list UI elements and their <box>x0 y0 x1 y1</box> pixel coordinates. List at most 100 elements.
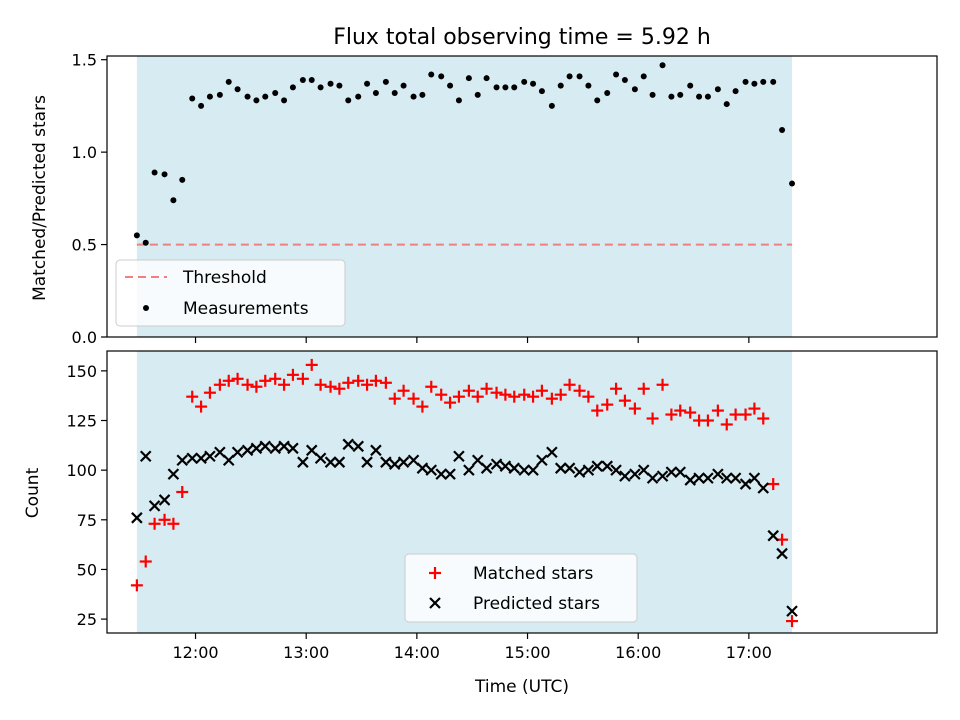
x-axis-label: Time (UTC) <box>474 677 569 697</box>
matched-star-point <box>545 392 558 405</box>
matched-star-point <box>222 374 235 387</box>
measurement-point <box>465 75 472 82</box>
matched-star-point <box>480 382 493 395</box>
measurement-point <box>345 97 352 104</box>
chart-title: Flux total observing time = 5.92 h <box>333 25 711 50</box>
legend-threshold-label: Threshold <box>182 268 267 288</box>
matched-star-point <box>333 382 346 395</box>
top-ytick-label: 1.5 <box>72 51 97 70</box>
predicted-star-point <box>702 472 714 484</box>
measurement-point <box>179 176 186 183</box>
legend-measurements-label: Measurements <box>183 299 309 319</box>
predicted-star-point <box>601 460 613 472</box>
matched-star-point <box>554 388 567 401</box>
predicted-star-point <box>453 450 465 463</box>
bottom-xtick-label: 16:00 <box>615 643 661 662</box>
measurement-point <box>696 93 703 100</box>
predicted-star-point <box>333 456 346 468</box>
measurement-point <box>585 82 592 89</box>
predicted-star-point <box>186 452 198 465</box>
matched-star-point <box>684 406 697 419</box>
predicted-star-point <box>444 468 456 480</box>
measurement-point <box>142 239 149 246</box>
predicted-star-point <box>546 446 558 459</box>
measurement-point <box>566 73 573 80</box>
measurement-point <box>170 197 177 204</box>
measurement-point <box>521 78 528 85</box>
top-ytick-label: 1.0 <box>72 143 97 162</box>
bottom-ytick-label: 75 <box>77 511 97 530</box>
matched-star-point <box>369 374 382 387</box>
measurement-point <box>742 78 749 85</box>
bottom-xtick-label: 17:00 <box>726 643 772 662</box>
predicted-star-point <box>471 454 484 467</box>
bottom-x-ticks: 12:00 13:00 14:00 15:00 16:00 17:00 <box>172 633 772 662</box>
matched-star-point <box>601 398 614 411</box>
top-plot-frame <box>106 55 938 338</box>
predicted-star-point <box>148 500 161 512</box>
matched-star-point <box>435 388 448 401</box>
measurement-point <box>364 80 371 87</box>
matched-star-point <box>286 368 299 381</box>
predicted-star-point <box>342 438 355 451</box>
matched-star-point <box>757 412 770 425</box>
measurement-point <box>631 86 638 93</box>
measurement-point <box>281 97 288 104</box>
predicted-star-point <box>463 464 475 476</box>
predicted-star-point <box>297 456 309 468</box>
top-y-axis-label: Matched/Predicted stars <box>30 95 50 301</box>
predicted-star-point <box>693 472 705 484</box>
measurement-point <box>687 82 694 89</box>
matched-star-point <box>665 408 678 421</box>
measurement-point <box>649 91 656 98</box>
predicted-star-point <box>563 462 576 474</box>
matched-star-point <box>148 517 161 530</box>
predicted-star-point <box>499 460 512 472</box>
measurement-point <box>530 80 537 87</box>
measurement-point <box>327 80 334 87</box>
top-x-ticks <box>194 337 750 343</box>
predicted-star-points <box>131 438 798 617</box>
predicted-star-point <box>259 440 272 453</box>
matched-star-point <box>656 378 669 391</box>
measurement-point <box>308 77 315 84</box>
matched-star-point <box>618 394 631 407</box>
matched-star-point <box>499 388 512 401</box>
matched-star-point <box>452 390 465 403</box>
bottom-xtick-label: 12:00 <box>172 643 218 662</box>
measurement-point <box>400 82 407 89</box>
predicted-star-point <box>665 466 678 478</box>
measurement-point <box>604 89 611 96</box>
legend-measurements-swatch <box>143 305 149 311</box>
predicted-star-point <box>407 454 420 467</box>
bottom-y-axis-label: Count <box>23 467 43 518</box>
predicted-star-point <box>767 529 779 542</box>
bottom-ytick-label: 25 <box>77 610 97 629</box>
matched-star-point <box>130 579 143 592</box>
measurement-point <box>789 180 796 187</box>
measurement-point <box>391 89 398 96</box>
measurement-point <box>538 88 545 95</box>
predicted-star-point <box>305 444 318 457</box>
measurement-point <box>732 88 739 95</box>
matched-star-point <box>518 388 531 401</box>
measurement-point <box>668 93 675 100</box>
matched-star-point <box>158 513 171 526</box>
measurement-point <box>483 75 490 82</box>
predicted-star-point <box>527 464 539 476</box>
predicted-star-point <box>435 468 447 480</box>
predicted-star-point <box>508 462 521 474</box>
matched-star-point <box>527 390 540 403</box>
predicted-star-point <box>131 512 143 524</box>
predicted-star-point <box>518 464 530 476</box>
measurement-point <box>382 78 389 85</box>
measurement-point <box>677 91 684 98</box>
predicted-star-point <box>287 442 299 455</box>
matched-star-point <box>314 378 327 391</box>
predicted-star-point <box>214 446 226 459</box>
matched-star-point <box>241 378 254 391</box>
matched-star-point <box>250 380 263 393</box>
matched-star-point <box>591 404 604 417</box>
matched-star-point <box>701 414 714 427</box>
